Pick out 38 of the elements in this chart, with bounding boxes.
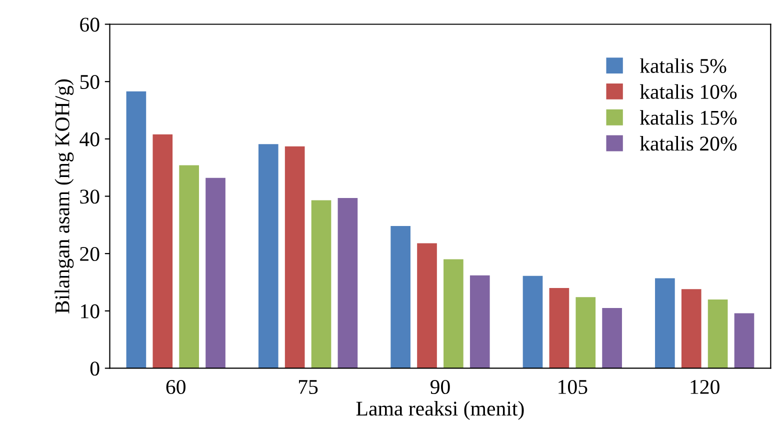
x-tick-label: 75 bbox=[299, 380, 318, 394]
y-tick-label: 30 bbox=[80, 190, 100, 204]
bar bbox=[444, 259, 464, 368]
bar bbox=[417, 243, 437, 368]
bar bbox=[522, 276, 543, 368]
x-axis-title: Lama reaksi (menit) bbox=[356, 401, 524, 420]
y-tick-label: 20 bbox=[80, 246, 100, 262]
bar bbox=[338, 198, 358, 368]
bar bbox=[681, 289, 702, 368]
legend-label: katalis 20% bbox=[640, 136, 737, 151]
legend-label: katalis 15% bbox=[640, 110, 737, 125]
bar bbox=[206, 178, 226, 368]
bar bbox=[152, 134, 173, 368]
y-tick-label: 40 bbox=[80, 132, 100, 146]
bar bbox=[655, 278, 675, 368]
x-tick-label: 60 bbox=[166, 380, 186, 394]
bar bbox=[311, 200, 332, 368]
legend-label: katalis 5% bbox=[640, 58, 726, 74]
bar bbox=[576, 297, 596, 368]
bar bbox=[708, 299, 728, 368]
bar bbox=[602, 308, 622, 368]
y-tick-label: 60 bbox=[80, 18, 100, 32]
x-tick-label: 105 bbox=[558, 380, 588, 394]
legend-label: katalis 10% bbox=[640, 84, 737, 99]
bar bbox=[179, 165, 199, 368]
bar bbox=[258, 144, 278, 368]
y-tick-label: 10 bbox=[81, 304, 100, 318]
bar bbox=[470, 275, 490, 368]
y-tick-label: 0 bbox=[90, 362, 100, 376]
x-tick-label: 120 bbox=[690, 380, 720, 394]
bar bbox=[126, 91, 146, 368]
bar bbox=[549, 288, 570, 368]
x-tick-label: 90 bbox=[430, 380, 450, 394]
y-axis-title: Bilangan asam (mg KOH/g) bbox=[54, 79, 74, 314]
bar bbox=[734, 313, 754, 368]
bar bbox=[284, 146, 305, 368]
y-tick-label: 50 bbox=[80, 74, 100, 90]
bar bbox=[390, 226, 410, 368]
